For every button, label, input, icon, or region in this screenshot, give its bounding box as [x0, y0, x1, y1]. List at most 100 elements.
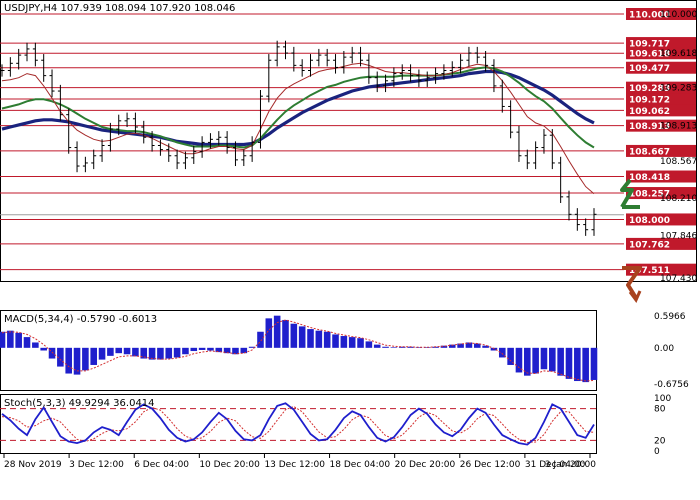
- macd-bar: [132, 347, 139, 357]
- level-badge: [626, 37, 696, 50]
- price-bar: [191, 145, 197, 164]
- level-label: 108.257: [629, 190, 670, 200]
- price-bar: [57, 84, 63, 121]
- macd-bar: [565, 347, 573, 379]
- macd-bar: [382, 346, 389, 348]
- macd-bar: [574, 347, 581, 382]
- macd-bar: [365, 341, 373, 348]
- macd-bar: [282, 319, 289, 348]
- stoch-d-line: [1, 405, 595, 444]
- macd-bar: [173, 347, 181, 358]
- price-bar: [458, 54, 464, 74]
- time-axis-tick: 10 Dec 20:00: [199, 460, 260, 470]
- price-bar: [349, 46, 355, 64]
- price-panel-frame: [0, 0, 697, 282]
- price-bar: [308, 54, 314, 77]
- level-label: 109.283: [629, 84, 670, 94]
- macd-bar: [340, 336, 348, 348]
- stoch-axis-tick: 100: [654, 394, 671, 404]
- price-axis-tick: 109.283: [660, 84, 697, 94]
- level-label: 110.000: [629, 11, 670, 21]
- macd-bar: [190, 347, 198, 352]
- stoch-k-line: [1, 402, 595, 446]
- macd-signal-line: [1, 319, 595, 382]
- macd-bar: [373, 344, 381, 348]
- price-bar: [291, 46, 297, 72]
- price-bar: [524, 149, 530, 170]
- stoch-axis-tick: 80: [654, 405, 666, 415]
- macd-bar: [40, 347, 47, 351]
- macd-bar: [65, 347, 72, 374]
- macd-bar: [90, 347, 98, 365]
- macd-bar: [207, 347, 214, 351]
- price-bar: [583, 218, 589, 236]
- level-badge: [626, 61, 696, 74]
- down-arrow-icon: [622, 266, 642, 303]
- price-bar: [224, 131, 230, 154]
- macd-title: MACD(5,34,4) -0.5790 -0.6013: [4, 314, 157, 325]
- price-bar: [358, 46, 364, 67]
- macd-bar: [248, 346, 256, 348]
- level-badge: [626, 93, 696, 106]
- price-bar: [249, 136, 255, 162]
- price-bar: [166, 143, 172, 162]
- price-axis-tick: 108.567: [660, 157, 697, 167]
- level-badge: [626, 213, 696, 226]
- time-axis-tick: 13 Dec 12:00: [264, 460, 325, 470]
- stoch-title: Stoch(5,3,3) 49.9294 36.0414: [4, 398, 155, 409]
- price-bar: [216, 131, 222, 146]
- macd-bar: [165, 347, 173, 359]
- price-axis-tick: 110.000: [660, 10, 697, 20]
- price-bar: [374, 71, 380, 93]
- price-bar: [207, 133, 213, 149]
- price-bar: [533, 141, 539, 170]
- level-badge: [626, 81, 696, 94]
- macd-bar: [390, 347, 398, 348]
- level-badge: [626, 8, 696, 20]
- level-badge: [626, 119, 696, 132]
- price-bar: [99, 139, 105, 162]
- price-bar: [182, 151, 188, 170]
- price-bar: [116, 114, 122, 136]
- macd-bar: [0, 331, 6, 348]
- price-bar: [199, 136, 205, 158]
- price-bar: [416, 69, 422, 87]
- up-arrow-icon: [620, 178, 640, 209]
- macd-bar: [549, 347, 556, 372]
- stoch-axis-tick: 20: [654, 436, 666, 446]
- ma-green-line: [1, 66, 595, 149]
- level-label: 108.418: [629, 173, 670, 183]
- price-bar: [333, 54, 339, 74]
- price-bar: [0, 64, 5, 77]
- macd-bar: [465, 342, 473, 348]
- macd-bar: [332, 334, 339, 348]
- macd-bar: [315, 330, 323, 348]
- time-axis-tick: 20 Dec 20:00: [395, 460, 456, 470]
- price-bar: [491, 59, 497, 93]
- macd-bar: [540, 347, 548, 370]
- macd-bar: [107, 347, 114, 356]
- macd-bar: [215, 347, 223, 353]
- macd-bar: [524, 347, 531, 376]
- price-bar: [41, 54, 47, 82]
- price-bar: [508, 100, 514, 139]
- macd-bar: [290, 323, 298, 348]
- price-axis-tick: 107.430: [660, 274, 697, 284]
- level-label: 109.618: [629, 50, 670, 60]
- price-bar: [174, 149, 180, 170]
- price-bar: [499, 79, 505, 113]
- macd-bar: [32, 342, 39, 348]
- macd-bar: [457, 343, 464, 348]
- level-label: 107.511: [629, 266, 670, 276]
- macd-bar: [448, 344, 456, 348]
- ma-red-line: [1, 62, 595, 195]
- macd-bar: [265, 318, 273, 348]
- macd-bar: [140, 347, 148, 359]
- macd-bar: [273, 315, 281, 348]
- time-axis-tick: 3 Dec 12:00: [69, 460, 124, 470]
- macd-bar: [57, 347, 64, 367]
- time-axis-tick: 6 Dec 04:00: [134, 460, 189, 470]
- price-bar: [558, 156, 564, 204]
- macd-bar: [98, 347, 106, 360]
